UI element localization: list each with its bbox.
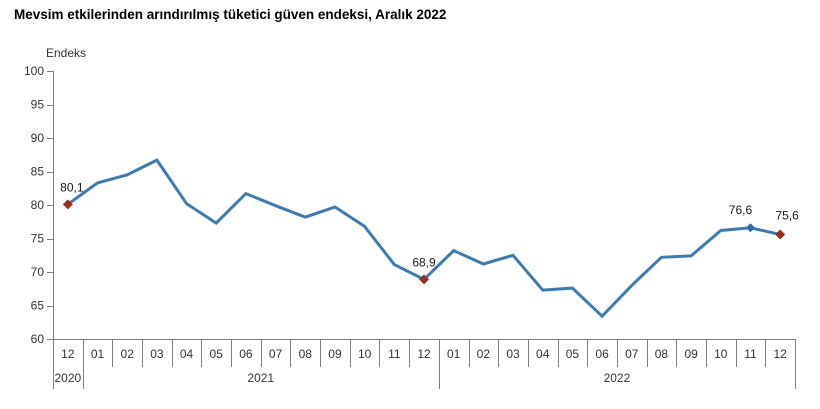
y-tick-label: 95 [31, 98, 45, 112]
confidence-index-line [66, 158, 781, 319]
month-label: 04 [536, 347, 550, 361]
month-label: 01 [447, 347, 461, 361]
point-value-label: 75,6 [775, 208, 799, 222]
y-tick-label: 70 [31, 265, 45, 279]
month-label: 10 [358, 347, 372, 361]
month-label: 08 [299, 347, 313, 361]
month-label: 12 [417, 347, 431, 361]
y-tick-label: 85 [31, 165, 45, 179]
month-label: 11 [744, 347, 757, 361]
month-label: 12 [61, 347, 75, 361]
month-label: 09 [328, 347, 342, 361]
y-tick-label: 90 [31, 131, 45, 145]
chart-title: Mevsim etkilerinden arındırılmış tüketic… [14, 7, 447, 22]
point-value-label: 76,6 [729, 203, 753, 217]
y-tick-label: 65 [31, 299, 45, 313]
point-value-label: 80,1 [60, 180, 84, 194]
month-label: 05 [210, 347, 224, 361]
month-label: 02 [477, 347, 491, 361]
month-label: 01 [91, 347, 105, 361]
y-tick-label: 60 [31, 332, 45, 346]
y-tick-label: 100 [24, 64, 44, 78]
month-label: 06 [595, 347, 609, 361]
month-label: 12 [773, 347, 787, 361]
y-tick-label: 75 [31, 232, 45, 246]
month-label: 08 [655, 347, 669, 361]
month-label: 06 [239, 347, 253, 361]
month-label: 11 [388, 347, 401, 361]
month-label: 10 [714, 347, 728, 361]
y-axis-title: Endeks [46, 46, 86, 60]
month-label: 07 [269, 347, 283, 361]
red-diamond-marker [775, 229, 786, 240]
month-label: 04 [180, 347, 194, 361]
month-label: 02 [121, 347, 135, 361]
month-label: 09 [684, 347, 698, 361]
year-label: 2020 [54, 371, 81, 385]
month-label: 05 [566, 347, 580, 361]
month-label: 03 [150, 347, 164, 361]
month-label: 03 [506, 347, 520, 361]
year-label: 2022 [604, 371, 631, 385]
year-label: 2021 [247, 371, 274, 385]
y-tick-label: 80 [31, 198, 45, 212]
red-diamond-marker [419, 274, 429, 285]
blue-diamond-marker [745, 223, 755, 233]
point-value-label: 68,9 [412, 255, 436, 269]
month-label: 07 [625, 347, 639, 361]
red-diamond-marker [62, 199, 73, 210]
